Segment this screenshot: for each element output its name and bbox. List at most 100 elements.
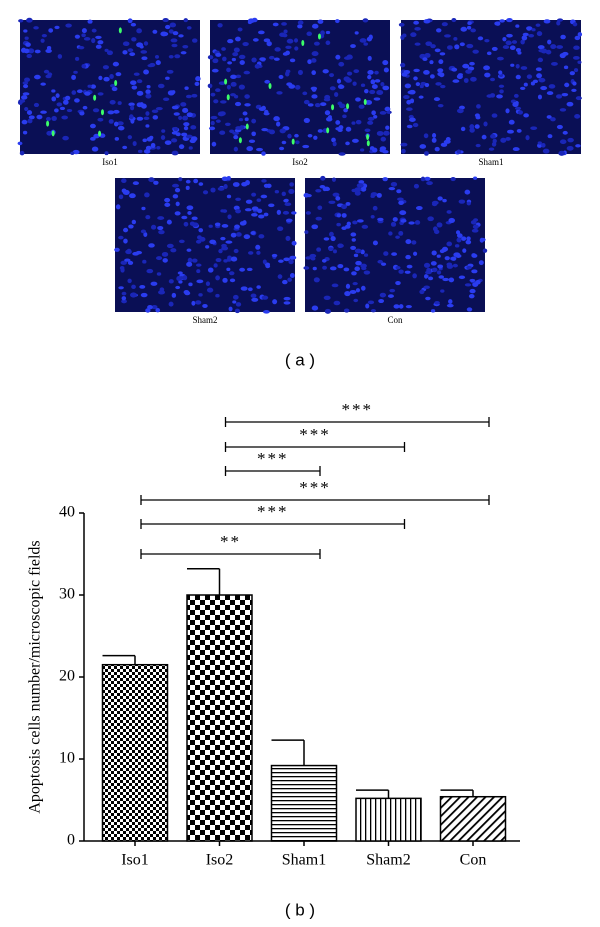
nucleus bbox=[84, 91, 91, 96]
nucleus bbox=[370, 192, 378, 197]
nucleus bbox=[180, 102, 187, 107]
nucleus bbox=[380, 136, 387, 142]
nucleus bbox=[328, 200, 336, 204]
nucleus bbox=[128, 193, 136, 199]
nucleus bbox=[145, 214, 151, 220]
nucleus bbox=[405, 305, 412, 309]
nucleus bbox=[227, 61, 233, 65]
nucleus bbox=[169, 22, 177, 28]
nucleus bbox=[403, 95, 410, 100]
nucleus bbox=[118, 235, 124, 240]
nucleus bbox=[320, 175, 326, 181]
nucleus bbox=[140, 50, 148, 54]
apoptotic-cell bbox=[317, 33, 321, 40]
apoptotic-cell bbox=[326, 127, 330, 134]
nucleus bbox=[127, 18, 133, 24]
nucleus bbox=[264, 79, 270, 84]
nucleus bbox=[89, 123, 96, 129]
nucleus bbox=[430, 309, 436, 313]
nucleus bbox=[78, 45, 85, 50]
nucleus bbox=[155, 107, 163, 111]
nucleus bbox=[263, 310, 270, 314]
apoptotic-cell bbox=[331, 104, 335, 111]
nucleus bbox=[284, 202, 292, 207]
nucleus bbox=[398, 304, 404, 309]
nucleus bbox=[490, 77, 496, 82]
significance-label: *** bbox=[299, 478, 331, 497]
nucleus bbox=[383, 130, 390, 136]
nucleus bbox=[365, 100, 373, 105]
nucleus bbox=[258, 30, 265, 35]
nucleus bbox=[242, 111, 248, 116]
nucleus bbox=[362, 18, 369, 23]
nucleus bbox=[177, 271, 183, 275]
nucleus bbox=[460, 26, 468, 32]
nucleus bbox=[295, 84, 301, 90]
nucleus bbox=[152, 115, 159, 120]
nucleus bbox=[245, 199, 253, 204]
nucleus bbox=[116, 121, 124, 126]
nucleus bbox=[244, 103, 251, 107]
nucleus bbox=[303, 266, 310, 270]
nucleus bbox=[398, 269, 404, 274]
nucleus bbox=[256, 285, 261, 289]
nucleus bbox=[207, 83, 213, 89]
nucleus bbox=[412, 273, 417, 279]
nucleus bbox=[413, 68, 420, 73]
nucleus bbox=[91, 37, 96, 44]
nucleus bbox=[363, 253, 369, 257]
nucleus bbox=[156, 146, 161, 150]
nucleus bbox=[189, 138, 196, 144]
nucleus bbox=[147, 63, 155, 68]
nucleus bbox=[405, 239, 412, 245]
nucleus bbox=[24, 77, 31, 82]
nucleus bbox=[386, 110, 392, 114]
bar bbox=[186, 594, 253, 842]
nucleus bbox=[244, 208, 252, 212]
nucleus bbox=[310, 256, 316, 261]
nucleus bbox=[339, 103, 346, 109]
nucleus bbox=[112, 61, 120, 67]
nucleus bbox=[405, 254, 411, 260]
nucleus bbox=[283, 301, 291, 305]
nucleus bbox=[433, 97, 441, 102]
nucleus bbox=[464, 189, 471, 195]
nucleus bbox=[220, 209, 225, 213]
nucleus bbox=[187, 210, 192, 215]
nucleus bbox=[310, 58, 317, 63]
apoptotic-cell bbox=[51, 130, 55, 137]
nucleus bbox=[351, 138, 359, 143]
nucleus bbox=[355, 288, 361, 293]
nucleus bbox=[162, 258, 168, 263]
nucleus bbox=[195, 300, 202, 305]
nucleus bbox=[278, 74, 284, 79]
nucleus bbox=[430, 44, 436, 49]
nucleus bbox=[170, 248, 177, 253]
nucleus bbox=[124, 258, 131, 262]
nucleus bbox=[132, 251, 140, 256]
nucleus bbox=[257, 208, 263, 214]
nucleus bbox=[520, 39, 525, 45]
y-axis-title: Apoptosis cells number/microscopic field… bbox=[27, 540, 44, 813]
apoptotic-cell bbox=[301, 39, 305, 46]
bar bbox=[101, 663, 169, 842]
nucleus bbox=[155, 307, 161, 313]
nucleus bbox=[148, 177, 155, 183]
nucleus bbox=[484, 38, 490, 43]
nucleus bbox=[520, 66, 528, 70]
nucleus bbox=[398, 22, 405, 27]
nucleus bbox=[221, 246, 229, 251]
nucleus bbox=[540, 48, 548, 54]
nucleus bbox=[382, 60, 389, 66]
nucleus bbox=[186, 26, 192, 30]
nucleus bbox=[157, 225, 164, 231]
nucleus bbox=[81, 33, 86, 38]
nucleus bbox=[536, 31, 543, 37]
y-tick-label: 40 bbox=[59, 504, 75, 521]
nucleus bbox=[146, 268, 154, 274]
nucleus bbox=[406, 99, 412, 105]
nucleus bbox=[55, 93, 60, 99]
nucleus bbox=[26, 17, 33, 23]
nucleus bbox=[521, 35, 528, 41]
nucleus bbox=[288, 259, 294, 265]
